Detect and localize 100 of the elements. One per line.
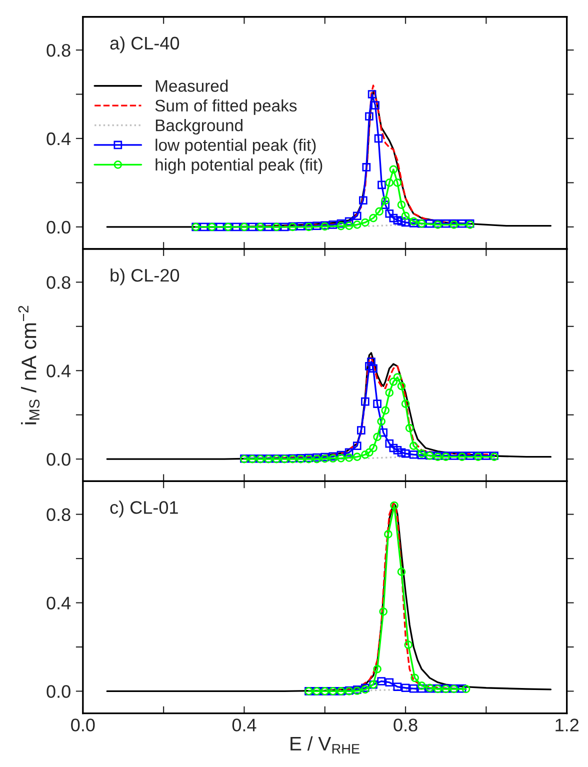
- point: [397, 448, 406, 457]
- point: [410, 674, 419, 682]
- point: [390, 501, 398, 510]
- point: [389, 378, 398, 386]
- point: [328, 220, 338, 229]
- point: [385, 439, 394, 448]
- point: [344, 217, 354, 226]
- point: [216, 222, 224, 232]
- point: [417, 682, 426, 690]
- point: [264, 222, 273, 232]
- point: [312, 222, 321, 230]
- point: [401, 212, 410, 220]
- point: [371, 101, 380, 110]
- point: [373, 664, 382, 674]
- point: [369, 364, 378, 373]
- y-axis-title: i$_{MS}$ / nA cm$^{−2}$: [18, 306, 40, 424]
- point: [374, 134, 383, 143]
- point: [381, 406, 390, 415]
- point: [462, 684, 470, 694]
- y-tick-label: 0.8: [46, 508, 70, 522]
- point: [361, 218, 370, 227]
- point: [442, 219, 450, 228]
- point: [369, 214, 378, 222]
- point: [482, 452, 490, 460]
- point: [389, 165, 398, 174]
- point: [401, 400, 410, 408]
- point: [389, 444, 398, 452]
- point: [344, 222, 354, 230]
- point: [377, 417, 386, 426]
- point: [378, 180, 386, 190]
- point: [361, 450, 370, 459]
- legend-label: low potential peak (fit): [156, 138, 316, 154]
- point: [405, 424, 414, 432]
- point: [426, 219, 434, 228]
- point: [367, 358, 376, 366]
- point: [397, 200, 406, 209]
- legend-label: Sum of fitted peaks: [155, 99, 297, 115]
- x-tick-label: 0.4: [232, 718, 256, 732]
- point: [385, 678, 394, 687]
- point: [368, 90, 376, 98]
- point: [377, 677, 386, 686]
- point: [365, 362, 374, 370]
- point: [393, 446, 402, 454]
- point: [356, 426, 366, 434]
- point: [359, 196, 368, 205]
- point: [409, 684, 418, 693]
- point: [393, 682, 402, 691]
- x-tick-label: 1.2: [556, 718, 578, 732]
- point: [401, 449, 410, 458]
- point: [248, 222, 256, 232]
- point: [352, 220, 362, 229]
- point: [352, 442, 362, 450]
- point: [384, 530, 392, 538]
- point: [375, 207, 384, 216]
- point: [296, 222, 305, 230]
- y-tick-label: 0.4: [46, 364, 71, 378]
- point: [389, 214, 398, 222]
- point: [466, 452, 474, 460]
- point: [373, 400, 382, 408]
- point: [336, 454, 346, 462]
- annotation: b) CL-20: [110, 268, 180, 286]
- point: [365, 112, 374, 121]
- x-axis-title: E / V$_{RHE}$: [290, 736, 360, 754]
- point: [458, 684, 466, 693]
- point: [401, 684, 410, 692]
- point: [409, 450, 418, 459]
- point: [352, 452, 362, 462]
- point: [397, 568, 406, 576]
- point: [373, 432, 382, 442]
- point: [336, 219, 346, 228]
- point: [385, 388, 394, 397]
- point: [361, 397, 370, 406]
- point: [381, 196, 390, 205]
- y-tick-label: 0.0: [46, 685, 70, 698]
- point: [232, 222, 240, 232]
- point: [352, 212, 362, 220]
- point: [369, 444, 378, 452]
- point: [336, 222, 346, 230]
- x-tick-label: 0.0: [71, 718, 95, 732]
- point: [200, 222, 208, 232]
- point: [385, 178, 394, 187]
- point: [458, 219, 466, 228]
- point: [381, 200, 390, 209]
- point: [344, 454, 354, 462]
- point: [393, 178, 402, 187]
- point: [379, 607, 388, 616]
- point: [280, 222, 289, 232]
- point: [379, 428, 388, 437]
- y-tick-label: 0.0: [46, 220, 70, 234]
- y-tick-label: 0.4: [46, 596, 71, 610]
- annotation: c) CL-01: [110, 500, 178, 518]
- point: [393, 216, 402, 224]
- legend-label: high potential peak (fit): [156, 158, 322, 174]
- point: [397, 382, 406, 390]
- point: [344, 448, 354, 457]
- point: [409, 442, 418, 450]
- point: [404, 640, 413, 649]
- y-tick-label: 0.0: [46, 452, 70, 466]
- y-tick-label: 0.8: [46, 44, 70, 57]
- y-tick-label: 0.8: [46, 276, 70, 289]
